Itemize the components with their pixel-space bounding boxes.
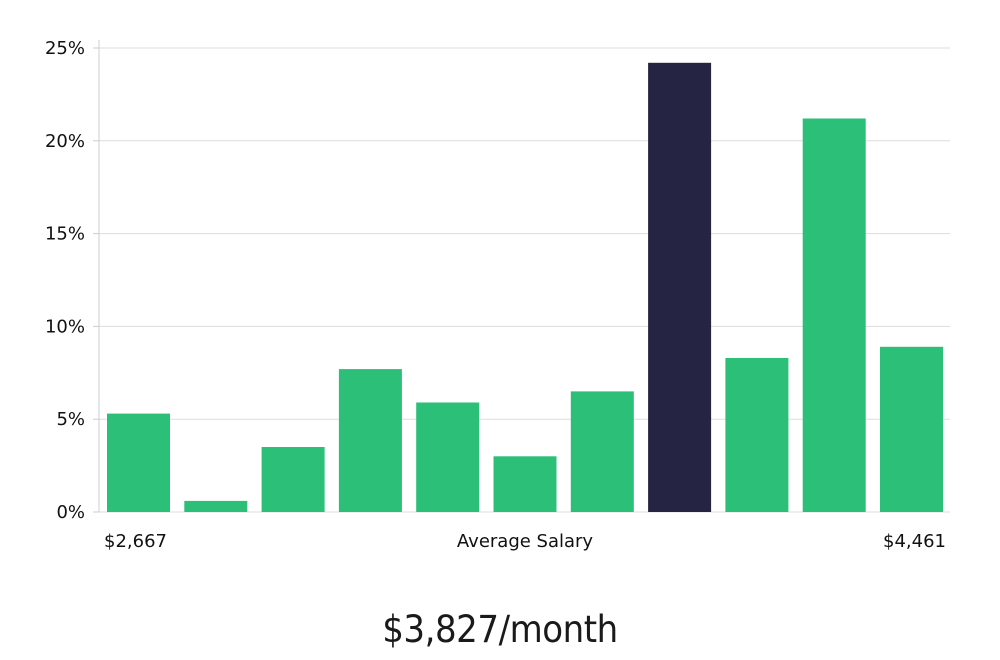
bar xyxy=(416,402,480,512)
chart-canvas: 0% 5% 10% 15% 20% 25% $2,667 Average Salary $… xyxy=(45,38,950,552)
y-tick-label: 20% xyxy=(45,131,85,152)
x-axis-max-label: $4,461 xyxy=(883,531,946,552)
bar xyxy=(802,118,866,512)
y-tick-label: 5% xyxy=(56,409,85,430)
bars xyxy=(107,62,943,513)
bar xyxy=(261,447,325,512)
bar xyxy=(880,346,943,512)
salary-distribution-chart: 0% 5% 10% 15% 20% 25% $2,667 Average Salary $… xyxy=(45,38,950,552)
y-tick-label: 10% xyxy=(45,316,85,337)
bar xyxy=(493,456,557,512)
y-tick-label: 15% xyxy=(45,224,85,245)
bar xyxy=(338,369,402,512)
bar-highlighted xyxy=(648,62,712,513)
bar xyxy=(725,358,789,512)
average-salary-caption: $3,827/month xyxy=(382,608,618,651)
y-tick-label: 0% xyxy=(56,502,85,523)
x-axis-min-label: $2,667 xyxy=(104,531,167,552)
y-tick-label: 25% xyxy=(45,38,85,59)
y-axis-ticks: 0% 5% 10% 15% 20% 25% xyxy=(45,38,99,523)
bar xyxy=(184,500,248,512)
bar xyxy=(107,413,170,512)
x-axis-label: Average Salary xyxy=(457,531,594,552)
bar xyxy=(570,391,634,512)
